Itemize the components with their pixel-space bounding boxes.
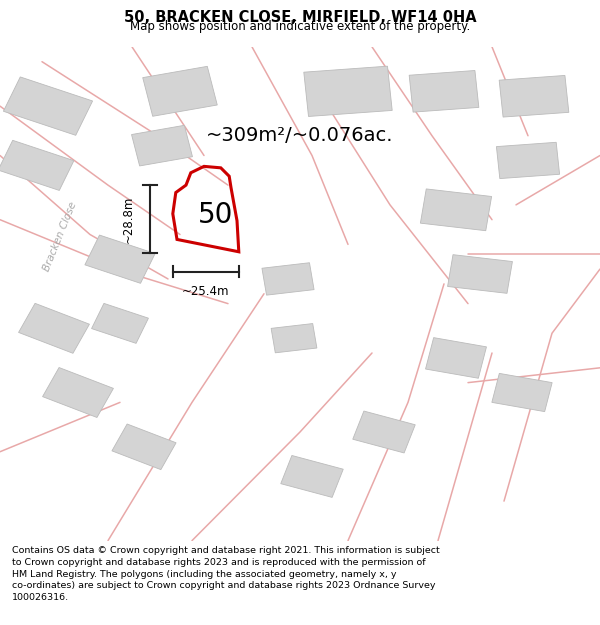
Polygon shape: [4, 77, 92, 136]
Polygon shape: [112, 424, 176, 469]
Text: ~309m²/~0.076ac.: ~309m²/~0.076ac.: [206, 126, 394, 145]
Polygon shape: [271, 324, 317, 353]
Text: Bracken Close: Bracken Close: [41, 201, 79, 273]
Polygon shape: [0, 141, 74, 191]
Polygon shape: [353, 411, 415, 453]
Polygon shape: [492, 373, 552, 412]
Polygon shape: [425, 338, 487, 378]
Polygon shape: [85, 235, 155, 283]
Polygon shape: [262, 262, 314, 295]
Polygon shape: [496, 142, 560, 179]
Text: ~28.8m: ~28.8m: [122, 196, 135, 243]
Text: Contains OS data © Crown copyright and database right 2021. This information is : Contains OS data © Crown copyright and d…: [12, 546, 440, 602]
Polygon shape: [131, 125, 193, 166]
Polygon shape: [448, 254, 512, 293]
Text: 50: 50: [199, 201, 233, 229]
Polygon shape: [421, 189, 491, 231]
Text: ~25.4m: ~25.4m: [182, 285, 230, 298]
Polygon shape: [499, 76, 569, 117]
Polygon shape: [409, 71, 479, 112]
Polygon shape: [281, 456, 343, 498]
Text: 50, BRACKEN CLOSE, MIRFIELD, WF14 0HA: 50, BRACKEN CLOSE, MIRFIELD, WF14 0HA: [124, 10, 476, 25]
Polygon shape: [143, 66, 217, 116]
Polygon shape: [19, 303, 89, 353]
Polygon shape: [304, 66, 392, 116]
Polygon shape: [92, 303, 148, 343]
Polygon shape: [43, 368, 113, 418]
Text: Map shows position and indicative extent of the property.: Map shows position and indicative extent…: [130, 20, 470, 32]
